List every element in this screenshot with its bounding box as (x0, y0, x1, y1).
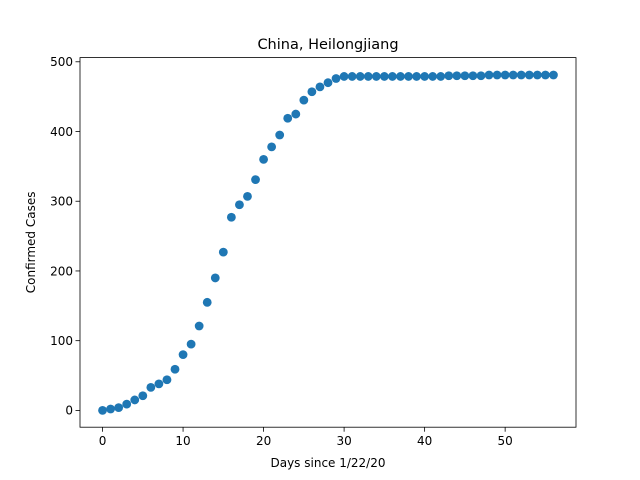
data-point (428, 72, 438, 81)
data-point (323, 78, 333, 88)
data-point (162, 375, 172, 385)
data-point (468, 71, 478, 81)
data-point (549, 70, 558, 80)
x-axis-ticks: 0 10 20 30 40 50 (99, 427, 513, 448)
data-point (210, 273, 220, 283)
data-point (396, 72, 405, 81)
data-point (452, 71, 462, 81)
data-point (331, 74, 341, 83)
data-point (122, 399, 132, 409)
data-point (251, 175, 260, 185)
data-point (186, 339, 196, 349)
data-point (275, 130, 285, 140)
y-tick-label: 100 (50, 334, 73, 348)
x-tick-label: 20 (256, 434, 271, 448)
data-point (363, 72, 373, 81)
data-point (114, 403, 124, 413)
data-point (355, 72, 365, 81)
data-point (492, 70, 502, 80)
x-tick-label: 50 (498, 434, 513, 448)
data-point (218, 247, 228, 257)
data-point (291, 109, 301, 119)
data-point (194, 321, 204, 331)
x-tick-label: 0 (99, 434, 107, 448)
data-point (138, 391, 148, 401)
data-point (508, 70, 518, 80)
data-point (436, 72, 446, 81)
data-point (532, 70, 542, 80)
data-point (307, 87, 317, 97)
data-point (388, 72, 397, 81)
data-point (516, 70, 526, 80)
data-point (154, 379, 164, 389)
y-tick-label: 200 (50, 264, 73, 278)
data-point (524, 70, 534, 80)
data-point (484, 70, 494, 80)
data-point (106, 404, 115, 414)
data-point (283, 113, 293, 123)
data-point (299, 95, 309, 105)
data-point (259, 154, 268, 164)
data-point (444, 71, 454, 81)
data-point (98, 405, 107, 415)
data-point (420, 72, 430, 81)
data-points (98, 70, 558, 415)
data-point (371, 72, 381, 81)
x-tick-label: 40 (417, 434, 432, 448)
y-tick-label: 0 (65, 404, 73, 418)
y-axis-ticks: 0 100 200 300 400 500 (50, 55, 80, 418)
data-point (500, 70, 510, 80)
data-point (235, 200, 244, 210)
data-point (315, 82, 325, 92)
y-tick-label: 300 (50, 195, 73, 209)
x-axis-label: Days since 1/22/20 (270, 456, 385, 470)
data-point (379, 72, 389, 81)
y-tick-label: 400 (50, 125, 73, 139)
chart-title: China, Heilongjiang (257, 37, 398, 53)
data-point (339, 72, 349, 81)
data-point (130, 395, 140, 405)
data-point (202, 297, 212, 307)
x-tick-label: 30 (336, 434, 351, 448)
plot-area-frame (79, 57, 577, 428)
data-point (243, 191, 252, 201)
data-point (404, 72, 413, 81)
data-point (146, 382, 156, 392)
data-point (460, 71, 470, 81)
data-point (476, 71, 486, 81)
data-point (178, 350, 188, 360)
data-point (226, 212, 236, 222)
data-point (541, 70, 550, 80)
y-axis-label: Confirmed Cases (24, 192, 38, 294)
y-tick-label: 500 (50, 55, 73, 69)
data-point (267, 142, 277, 152)
x-tick-label: 10 (175, 434, 190, 448)
data-point (347, 72, 357, 81)
data-point (412, 72, 421, 81)
data-point (170, 364, 180, 374)
